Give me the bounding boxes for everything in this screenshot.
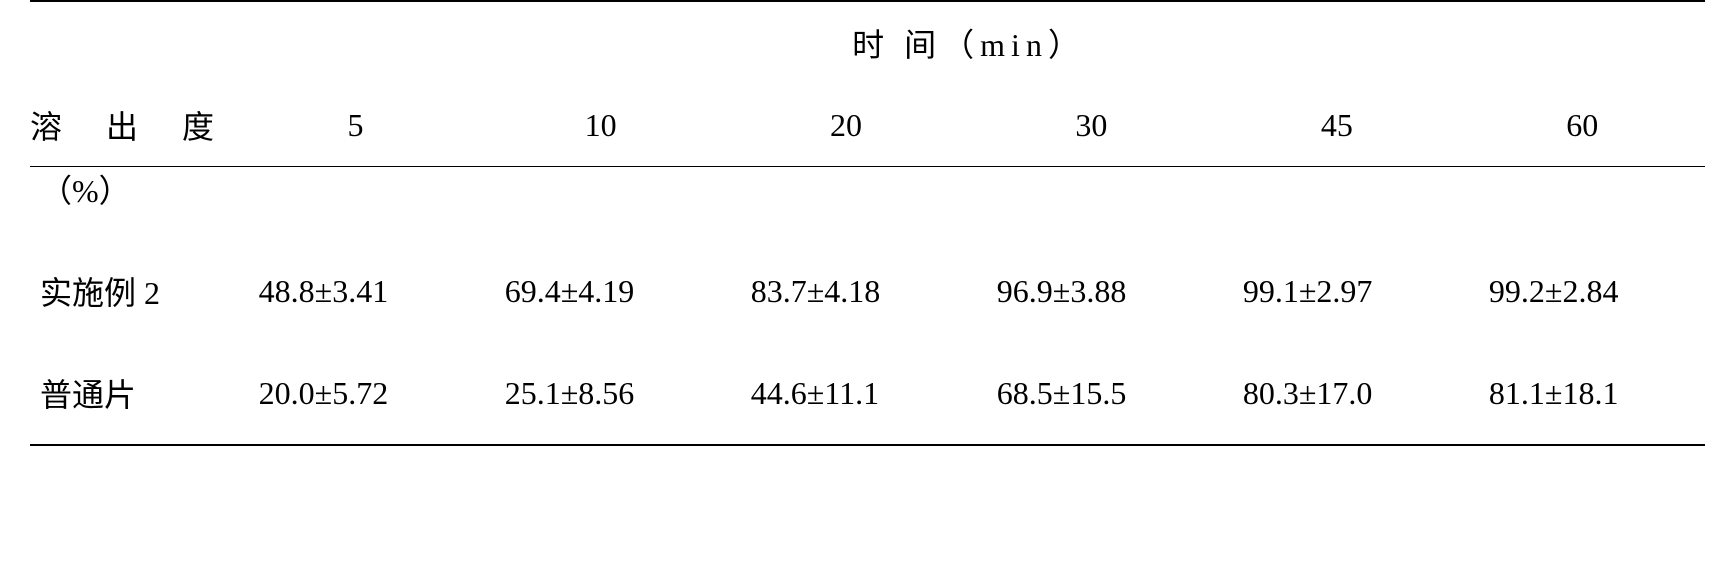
data-row-0-label: 实施例 2	[30, 240, 229, 342]
unit-row: （%）	[30, 165, 1705, 240]
data-row-1-col-4: 80.3±17.0	[1213, 342, 1459, 445]
table-container: 时 间（min） 溶 出 度 5 10 20 30 45 60 （%） 实施例 …	[0, 0, 1735, 446]
header-blank	[30, 1, 233, 84]
data-row-0-col-3: 96.9±3.88	[967, 240, 1213, 342]
data-row-0-col-2: 83.7±4.18	[721, 240, 967, 342]
header-row: 时 间（min）	[30, 1, 1705, 84]
time-col-4: 45	[1214, 84, 1459, 167]
data-row-1-col-3: 68.5±15.5	[967, 342, 1213, 445]
data-row-1-col-5: 81.1±18.1	[1459, 342, 1705, 445]
time-col-2: 20	[723, 84, 968, 167]
dissolution-table: 时 间（min） 溶 出 度 5 10 20 30 45 60	[30, 0, 1705, 167]
time-row: 溶 出 度 5 10 20 30 45 60	[30, 84, 1705, 167]
data-row-0-col-5: 99.2±2.84	[1459, 240, 1705, 342]
data-row-0-col-4: 99.1±2.97	[1213, 240, 1459, 342]
data-row-1-label: 普通片	[30, 342, 229, 445]
dissolution-table-body: （%） 实施例 2 48.8±3.41 69.4±4.19 83.7±4.18 …	[30, 165, 1705, 446]
time-col-5: 60	[1460, 84, 1705, 167]
time-col-0: 5	[233, 84, 478, 167]
data-row-0-col-1: 69.4±4.19	[475, 240, 721, 342]
time-col-1: 10	[478, 84, 723, 167]
header-title: 时 间（min）	[233, 1, 1705, 84]
data-row-0-col-0: 48.8±3.41	[229, 240, 475, 342]
data-row-1: 普通片 20.0±5.72 25.1±8.56 44.6±11.1 68.5±1…	[30, 342, 1705, 445]
row-header-label-line1: 溶 出 度	[30, 84, 233, 167]
row-header-label-line2: （%）	[30, 165, 229, 240]
data-row-1-col-2: 44.6±11.1	[721, 342, 967, 445]
data-row-1-col-1: 25.1±8.56	[475, 342, 721, 445]
data-row-1-col-0: 20.0±5.72	[229, 342, 475, 445]
time-col-3: 30	[969, 84, 1214, 167]
data-row-0: 实施例 2 48.8±3.41 69.4±4.19 83.7±4.18 96.9…	[30, 240, 1705, 342]
